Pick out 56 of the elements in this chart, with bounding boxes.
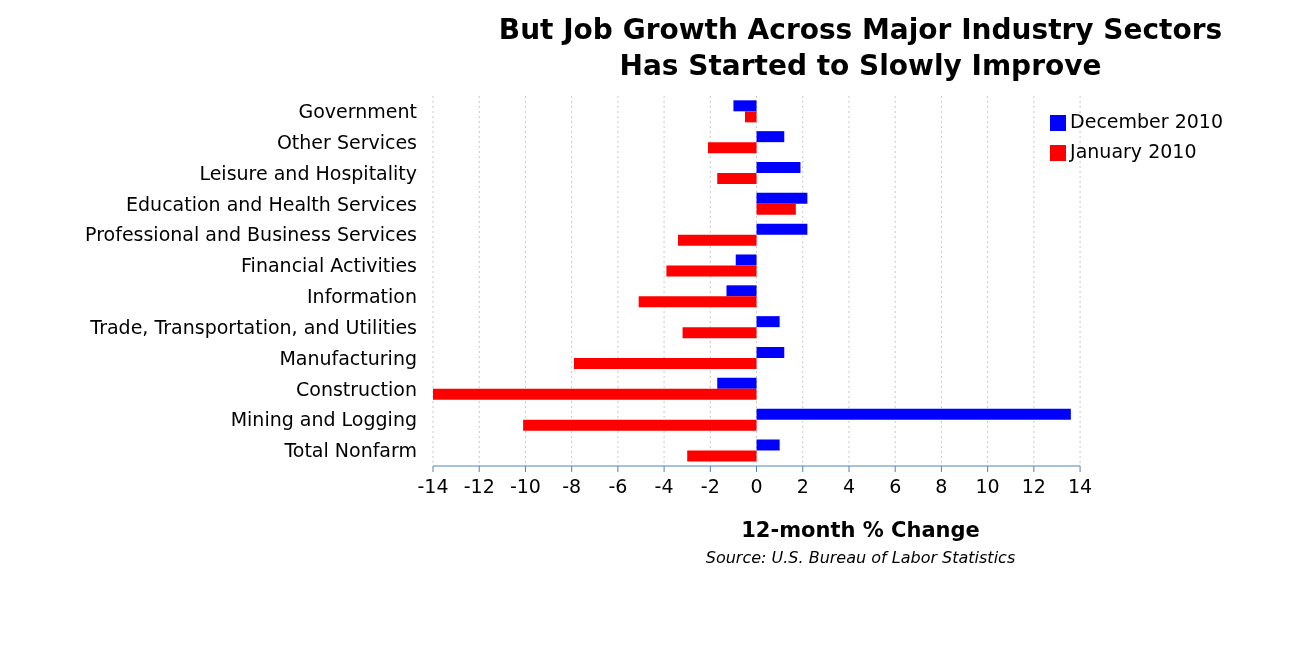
x-tick-label: -14: [417, 475, 449, 498]
x-tick-label: -12: [463, 475, 495, 498]
bar: [726, 285, 757, 297]
y-tick-label: Information: [307, 285, 417, 308]
bar: [756, 223, 808, 235]
bar: [708, 142, 757, 154]
y-tick-label: Other Services: [276, 130, 417, 153]
x-tick-label: 12: [1021, 475, 1046, 498]
bar: [573, 357, 757, 369]
y-tick-label: Construction: [296, 377, 417, 400]
bar: [756, 439, 780, 451]
legend-label: January 2010: [1070, 140, 1197, 162]
y-tick-label: Education and Health Services: [126, 192, 417, 215]
y-tick-label: Mining and Logging: [230, 408, 417, 431]
legend-label: December 2010: [1070, 110, 1223, 132]
x-tick-label: -4: [654, 475, 674, 498]
x-tick-label: 14: [1067, 475, 1093, 498]
x-tick-label: 0: [750, 475, 763, 498]
chart-title: But Job Growth Across Major Industry Sectors Has Started to Slowly Improve: [497, 12, 1224, 84]
bar: [677, 234, 757, 246]
bar: [433, 388, 757, 400]
bar: [756, 161, 801, 173]
x-tick-label: -10: [509, 475, 541, 498]
x-tick-label: 2: [796, 475, 809, 498]
x-tick-label: -2: [700, 475, 720, 498]
x-axis-title: 12-month % Change: [740, 518, 981, 542]
bar: [756, 346, 785, 358]
bar: [756, 131, 785, 143]
bar: [733, 100, 757, 112]
x-tick-label: -6: [608, 475, 628, 498]
bar: [687, 450, 757, 462]
bar: [756, 316, 780, 328]
bar: [756, 408, 1071, 420]
y-tick-label: Total Nonfarm: [283, 439, 417, 462]
bar: [756, 192, 808, 204]
bar: [735, 254, 757, 266]
source-note: Source: U.S. Bureau of Labor Statistics: [704, 548, 1017, 567]
x-tick-label: 10: [975, 475, 1000, 498]
bar: [638, 296, 757, 308]
bar: [682, 327, 757, 339]
y-tick-label: Professional and Business Services: [85, 223, 417, 246]
x-tick-label: 4: [842, 475, 856, 498]
bar: [523, 419, 757, 431]
y-tick-label: Financial Activities: [241, 254, 417, 277]
y-tick-label: Manufacturing: [279, 346, 417, 369]
x-tick-label: -8: [562, 475, 582, 498]
y-tick-label: Government: [298, 100, 417, 123]
bar: [666, 265, 757, 277]
y-tick-label: Trade, Transportation, and Utilities: [89, 315, 417, 338]
x-tick-label: 8: [935, 475, 948, 498]
bar: [744, 111, 757, 123]
y-tick-label: Leisure and Hospitality: [199, 161, 417, 184]
bar: [756, 203, 796, 215]
x-tick-label: 6: [889, 475, 902, 498]
bar: [717, 377, 757, 389]
bar: [717, 172, 757, 184]
